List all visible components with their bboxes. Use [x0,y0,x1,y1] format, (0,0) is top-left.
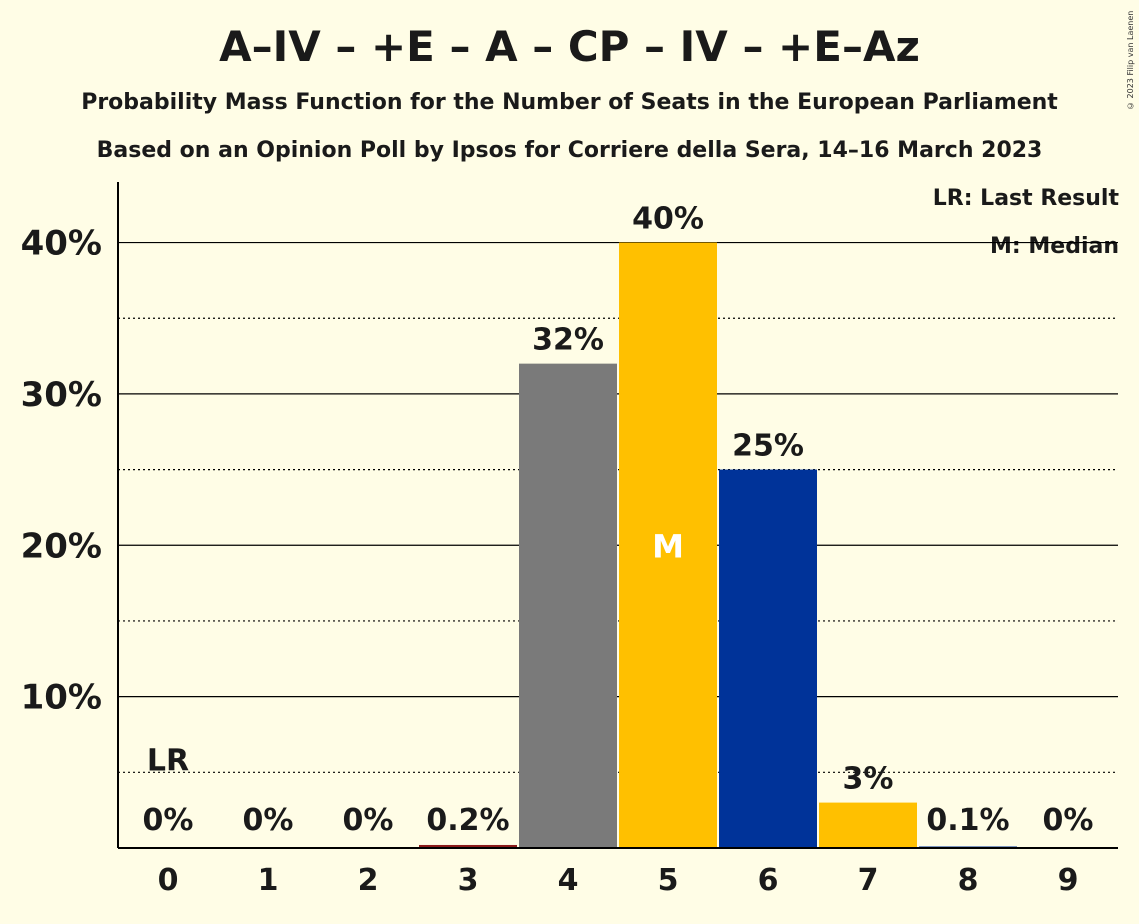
last-result-marker: LR [147,743,189,778]
y-tick-label: 10% [21,678,102,718]
x-tick-label: 2 [358,863,379,898]
x-tick-label: 6 [758,863,779,898]
chart-source: Based on an Opinion Poll by Ipsos for Co… [96,138,1043,163]
x-tick-label: 8 [958,863,979,898]
bar-value-label: 40% [632,202,704,237]
x-tick-label: 5 [658,863,679,898]
bar-seats-5 [619,242,717,848]
x-tick-label: 4 [558,863,579,898]
bar-seats-6 [719,469,817,848]
bar-value-label: 0% [243,803,294,838]
bar-value-label: 0% [1043,803,1094,838]
x-tick-label: 0 [158,863,179,898]
chart-subtitle: Probability Mass Function for the Number… [81,90,1058,115]
bar-value-label: 3% [843,762,894,797]
x-tick-label: 7 [858,863,879,898]
median-marker: M [652,527,684,565]
x-tick-label: 9 [1058,863,1079,898]
bar-value-label: 0% [343,803,394,838]
chart-title: A–IV – +E – A – CP – IV – +E–Az [219,22,920,71]
x-tick-label: 3 [458,863,479,898]
y-tick-label: 30% [21,375,102,415]
y-tick-label: 40% [21,224,102,264]
bar-value-label: 0.1% [926,803,1009,838]
legend-last-result: LR: Last Result [932,186,1119,211]
x-tick-label: 1 [258,863,279,898]
legend-median: M: Median [990,234,1119,259]
bar-value-label: 0% [143,803,194,838]
bar-value-label: 25% [732,429,804,464]
bar-value-label: 0.2% [426,803,509,838]
bar-value-label: 32% [532,323,604,358]
bar-seats-7 [819,802,917,848]
y-tick-label: 20% [21,526,102,566]
bar-seats-3 [419,844,517,848]
bar-seats-4 [519,363,617,848]
